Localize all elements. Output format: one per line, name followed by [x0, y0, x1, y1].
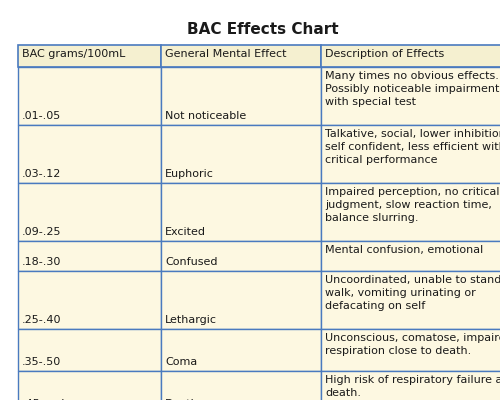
- Bar: [161, 241, 321, 271]
- Text: Confused: Confused: [165, 257, 218, 267]
- Text: Description of Effects: Description of Effects: [325, 49, 444, 59]
- Bar: [321, 241, 500, 271]
- Bar: [321, 45, 500, 67]
- Bar: [321, 271, 500, 329]
- Text: Euphoric: Euphoric: [165, 169, 214, 179]
- Bar: [18, 371, 161, 400]
- Bar: [321, 183, 500, 241]
- Text: Death: Death: [165, 399, 199, 400]
- Text: .09-.25: .09-.25: [22, 227, 62, 237]
- Text: Not noticeable: Not noticeable: [165, 111, 246, 121]
- Bar: [321, 371, 500, 400]
- Bar: [18, 183, 161, 241]
- Bar: [18, 45, 161, 67]
- Text: BAC grams/100mL: BAC grams/100mL: [22, 49, 126, 59]
- Text: Lethargic: Lethargic: [165, 315, 217, 325]
- Bar: [161, 371, 321, 400]
- Text: Coma: Coma: [165, 357, 197, 367]
- Bar: [321, 125, 500, 183]
- Text: .03-.12: .03-.12: [22, 169, 62, 179]
- Bar: [161, 183, 321, 241]
- Text: Mental confusion, emotional: Mental confusion, emotional: [325, 245, 483, 255]
- Text: .35-.50: .35-.50: [22, 357, 61, 367]
- Text: Uncoordinated, unable to stand or
walk, vomiting urinating or
defacating on self: Uncoordinated, unable to stand or walk, …: [325, 275, 500, 311]
- Bar: [161, 67, 321, 125]
- Text: .25-.40: .25-.40: [22, 315, 62, 325]
- Text: .01-.05: .01-.05: [22, 111, 61, 121]
- Text: General Mental Effect: General Mental Effect: [165, 49, 286, 59]
- Text: Excited: Excited: [165, 227, 206, 237]
- Bar: [161, 125, 321, 183]
- Bar: [18, 125, 161, 183]
- Text: High risk of respiratory failure and
death.: High risk of respiratory failure and dea…: [325, 375, 500, 398]
- Bar: [18, 67, 161, 125]
- Bar: [321, 329, 500, 371]
- Text: BAC Effects Chart: BAC Effects Chart: [187, 22, 339, 37]
- Bar: [161, 271, 321, 329]
- Text: Unconscious, comatose, impaired
respiration close to death.: Unconscious, comatose, impaired respirat…: [325, 333, 500, 356]
- Text: .18-.30: .18-.30: [22, 257, 62, 267]
- Bar: [161, 329, 321, 371]
- Bar: [321, 67, 500, 125]
- Text: .45 and up: .45 and up: [22, 399, 82, 400]
- Bar: [161, 45, 321, 67]
- Text: Talkative, social, lower inhibitions,
self confident, less efficient with
critic: Talkative, social, lower inhibitions, se…: [325, 129, 500, 166]
- Bar: [18, 241, 161, 271]
- Bar: [18, 329, 161, 371]
- Text: Many times no obvious effects.
Possibly noticeable impairment
with special test: Many times no obvious effects. Possibly …: [325, 71, 500, 107]
- Bar: [18, 271, 161, 329]
- Text: Impaired perception, no critical
judgment, slow reaction time,
balance slurring.: Impaired perception, no critical judgmen…: [325, 187, 500, 223]
